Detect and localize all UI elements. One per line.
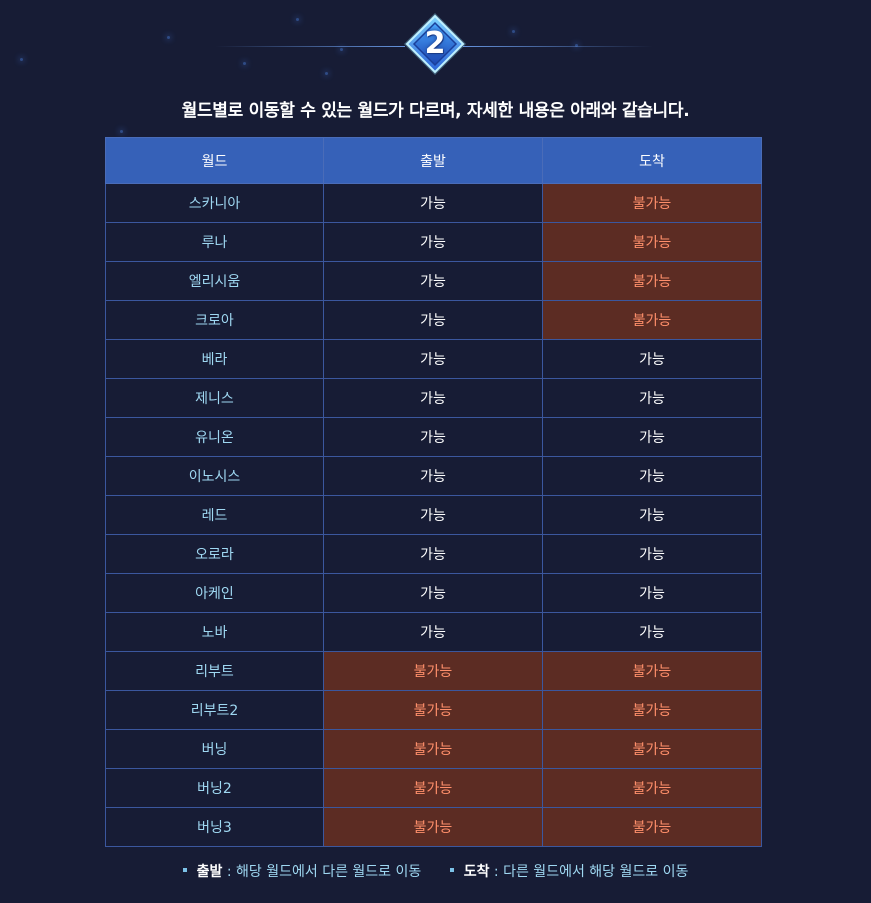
table-row: 크로아 가능 불가능 — [105, 300, 762, 340]
table-row: 리부트2 불가능 불가능 — [105, 690, 762, 730]
departure-cell: 가능 — [323, 300, 543, 340]
table-row: 엘리시움 가능 불가능 — [105, 261, 762, 301]
departure-cell: 불가능 — [323, 690, 543, 730]
arrival-cell: 불가능 — [542, 300, 762, 340]
footnote-term: 출발 — [196, 864, 223, 880]
column-header-arrival: 도착 — [542, 137, 762, 184]
world-name-cell: 리부트2 — [105, 690, 324, 730]
table-row: 버닝3 불가능 불가능 — [105, 807, 762, 847]
departure-cell: 가능 — [323, 495, 543, 535]
column-header-world: 월드 — [105, 137, 324, 184]
table-row: 유니온 가능 가능 — [105, 417, 762, 457]
footnote-description: : 해당 월드에서 다른 월드로 이동 — [222, 864, 422, 880]
column-header-departure: 출발 — [323, 137, 543, 184]
departure-cell: 불가능 — [323, 729, 543, 769]
footnote-departure: 출발 : 해당 월드에서 다른 월드로 이동 — [182, 861, 422, 881]
table-row: 노바 가능 가능 — [105, 612, 762, 652]
departure-cell: 가능 — [323, 456, 543, 496]
arrival-cell: 불가능 — [542, 768, 762, 808]
arrival-cell: 불가능 — [542, 261, 762, 301]
arrival-cell: 가능 — [542, 456, 762, 496]
arrival-cell: 가능 — [542, 534, 762, 574]
bullet-icon — [182, 868, 187, 872]
arrival-cell: 불가능 — [542, 690, 762, 730]
arrival-cell: 불가능 — [542, 807, 762, 847]
step-number: 2 — [424, 26, 446, 61]
world-name-cell: 오로라 — [105, 534, 324, 574]
arrival-cell: 불가능 — [542, 651, 762, 691]
bullet-icon — [449, 868, 454, 872]
arrival-cell: 불가능 — [542, 222, 762, 262]
arrival-cell: 가능 — [542, 573, 762, 613]
footnote-term: 도착 — [463, 864, 490, 880]
world-name-cell: 이노시스 — [105, 456, 324, 496]
departure-cell: 가능 — [323, 534, 543, 574]
page-headline: 월드별로 이동할 수 있는 월드가 다르며, 자세한 내용은 아래와 같습니다. — [181, 101, 690, 121]
departure-cell: 불가능 — [323, 807, 543, 847]
world-name-cell: 레드 — [105, 495, 324, 535]
departure-cell: 가능 — [323, 417, 543, 457]
departure-cell: 가능 — [323, 612, 543, 652]
table-row: 리부트 불가능 불가능 — [105, 651, 762, 691]
world-name-cell: 스카니아 — [105, 183, 324, 223]
world-name-cell: 베라 — [105, 339, 324, 379]
arrival-cell: 불가능 — [542, 729, 762, 769]
world-name-cell: 버닝 — [105, 729, 324, 769]
table-row: 이노시스 가능 가능 — [105, 456, 762, 496]
arrival-cell: 불가능 — [542, 183, 762, 223]
header-line-left — [215, 46, 405, 47]
table-row: 레드 가능 가능 — [105, 495, 762, 535]
departure-cell: 가능 — [323, 573, 543, 613]
departure-cell: 가능 — [323, 183, 543, 223]
world-transfer-table: 월드 출발 도착 스카니아 가능 불가능 루나 가능 불가능 엘리시움 가능 불가능 크로아 가능 불… — [105, 137, 762, 847]
departure-cell: 가능 — [323, 222, 543, 262]
world-name-cell: 루나 — [105, 222, 324, 262]
table-header-row: 월드 출발 도착 — [105, 137, 762, 184]
departure-cell: 가능 — [323, 378, 543, 418]
departure-cell: 불가능 — [323, 768, 543, 808]
world-name-cell: 유니온 — [105, 417, 324, 457]
legend-footnote: 출발 : 해당 월드에서 다른 월드로 이동 도착 : 다른 월드에서 해당 월… — [0, 861, 871, 881]
departure-cell: 가능 — [323, 261, 543, 301]
arrival-cell: 가능 — [542, 378, 762, 418]
footnote-arrival: 도착 : 다른 월드에서 해당 월드로 이동 — [449, 861, 689, 881]
world-name-cell: 엘리시움 — [105, 261, 324, 301]
table-row: 스카니아 가능 불가능 — [105, 183, 762, 223]
departure-cell: 가능 — [323, 339, 543, 379]
arrival-cell: 가능 — [542, 339, 762, 379]
header-line-right — [463, 46, 653, 47]
world-name-cell: 리부트 — [105, 651, 324, 691]
world-name-cell: 버닝3 — [105, 807, 324, 847]
world-name-cell: 제니스 — [105, 378, 324, 418]
section-header: 2 — [0, 0, 871, 90]
footnote-description: : 다른 월드에서 해당 월드로 이동 — [489, 864, 689, 880]
table-row: 버닝 불가능 불가능 — [105, 729, 762, 769]
arrival-cell: 가능 — [542, 495, 762, 535]
arrival-cell: 가능 — [542, 417, 762, 457]
table-row: 제니스 가능 가능 — [105, 378, 762, 418]
arrival-cell: 가능 — [542, 612, 762, 652]
departure-cell: 불가능 — [323, 651, 543, 691]
world-name-cell: 버닝2 — [105, 768, 324, 808]
table-row: 루나 가능 불가능 — [105, 222, 762, 262]
step-badge: 2 — [403, 12, 467, 76]
world-name-cell: 아케인 — [105, 573, 324, 613]
table-row: 베라 가능 가능 — [105, 339, 762, 379]
world-name-cell: 노바 — [105, 612, 324, 652]
diamond-badge-icon — [404, 13, 466, 75]
world-name-cell: 크로아 — [105, 300, 324, 340]
table-row: 아케인 가능 가능 — [105, 573, 762, 613]
table-row: 버닝2 불가능 불가능 — [105, 768, 762, 808]
table-row: 오로라 가능 가능 — [105, 534, 762, 574]
